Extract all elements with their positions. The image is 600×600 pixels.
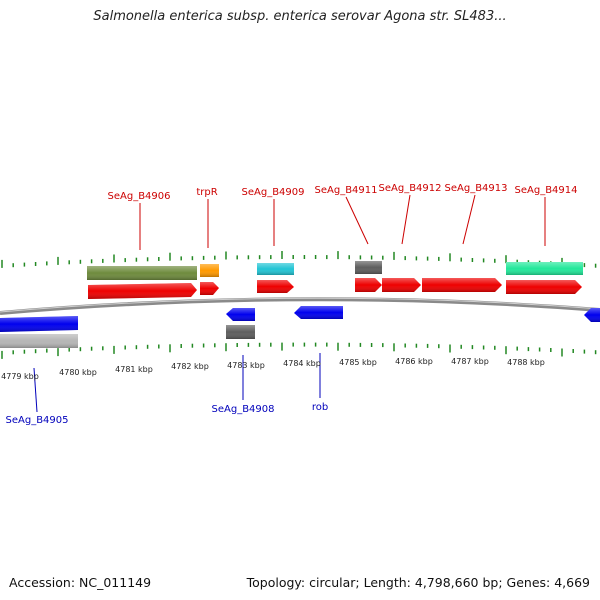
reverse-gene-labels: SeAg_B4905 SeAg_B4908 rob xyxy=(6,402,329,426)
gene-label-b4905[interactable]: SeAg_B4905 xyxy=(6,415,69,426)
gene-label-b4908[interactable]: SeAg_B4908 xyxy=(212,404,275,415)
label-leader-lines xyxy=(33,194,546,413)
gene-label-b4912[interactable]: SeAg_B4912 xyxy=(379,183,442,194)
scale-label: 4784 kbp xyxy=(283,359,321,368)
forward-gene-labels: SeAg_B4906 trpR SeAg_B4909 SeAg_B4911 Se… xyxy=(108,183,578,202)
genome-backbone-highlight xyxy=(0,297,600,313)
scale-label: 4782 kbp xyxy=(171,362,209,371)
scale-label: 4788 kbp xyxy=(507,358,545,367)
genome-backbone xyxy=(0,297,600,315)
tick-row-top xyxy=(1,251,597,268)
scale-label: 4785 kbp xyxy=(339,358,377,367)
forward-category-track xyxy=(87,261,583,280)
reverse-gene-track xyxy=(0,306,600,332)
gene-label-b4906[interactable]: SeAg_B4906 xyxy=(108,191,171,202)
scale-label: 4781 kbp xyxy=(115,365,153,374)
forward-gene-track xyxy=(88,278,582,299)
scale-label: 4783 kbp xyxy=(227,361,265,370)
map-title: Salmonella enterica subsp. enterica sero… xyxy=(93,9,507,24)
leader-b4912 xyxy=(401,194,411,245)
scale-label: 4786 kbp xyxy=(395,357,433,366)
genome-summary-text: Topology: circular; Length: 4,798,660 bp… xyxy=(246,575,590,590)
gene-label-trpr[interactable]: trpR xyxy=(196,187,217,198)
accession-text: Accession: NC_011149 xyxy=(9,575,152,590)
gene-label-b4914[interactable]: SeAg_B4914 xyxy=(515,185,578,196)
tick-row-bottom xyxy=(1,342,597,359)
scale-label: 4780 kbp xyxy=(59,368,97,377)
reverse-category-track xyxy=(0,325,255,348)
gene-label-b4913[interactable]: SeAg_B4913 xyxy=(445,183,508,194)
scale-label: 4787 kbp xyxy=(451,357,489,366)
leader-b4905 xyxy=(33,367,38,413)
gene-label-b4911[interactable]: SeAg_B4911 xyxy=(315,185,378,196)
scale-labels: 4779 kbp 4780 kbp 4781 kbp 4782 kbp 4783… xyxy=(1,357,545,381)
leader-b4913 xyxy=(462,194,476,245)
leader-b4911 xyxy=(345,196,369,245)
gene-label-rob[interactable]: rob xyxy=(312,402,328,413)
gene-label-b4909[interactable]: SeAg_B4909 xyxy=(242,187,305,198)
scale-label: 4779 kbp xyxy=(1,372,39,381)
